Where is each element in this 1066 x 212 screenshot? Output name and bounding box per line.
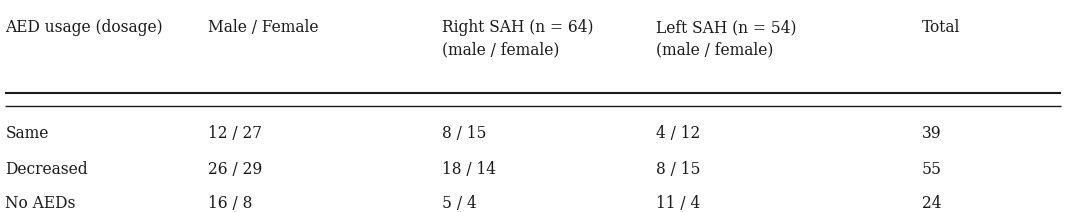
Text: 8 / 15: 8 / 15 xyxy=(656,161,700,178)
Text: 4 / 12: 4 / 12 xyxy=(656,125,700,142)
Text: Decreased: Decreased xyxy=(5,161,88,178)
Text: Total: Total xyxy=(922,19,960,36)
Text: Same: Same xyxy=(5,125,49,142)
Text: 16 / 8: 16 / 8 xyxy=(208,195,253,212)
Text: 5 / 4: 5 / 4 xyxy=(442,195,478,212)
Text: 24: 24 xyxy=(922,195,941,212)
Text: Right SAH (n = 64)
(male / female): Right SAH (n = 64) (male / female) xyxy=(442,19,594,58)
Text: 12 / 27: 12 / 27 xyxy=(208,125,262,142)
Text: 8 / 15: 8 / 15 xyxy=(442,125,487,142)
Text: 18 / 14: 18 / 14 xyxy=(442,161,497,178)
Text: 26 / 29: 26 / 29 xyxy=(208,161,262,178)
Text: Male / Female: Male / Female xyxy=(208,19,319,36)
Text: 55: 55 xyxy=(922,161,942,178)
Text: No AEDs: No AEDs xyxy=(5,195,76,212)
Text: Left SAH (n = 54)
(male / female): Left SAH (n = 54) (male / female) xyxy=(656,19,796,58)
Text: 11 / 4: 11 / 4 xyxy=(656,195,700,212)
Text: AED usage (dosage): AED usage (dosage) xyxy=(5,19,163,36)
Text: 39: 39 xyxy=(922,125,941,142)
